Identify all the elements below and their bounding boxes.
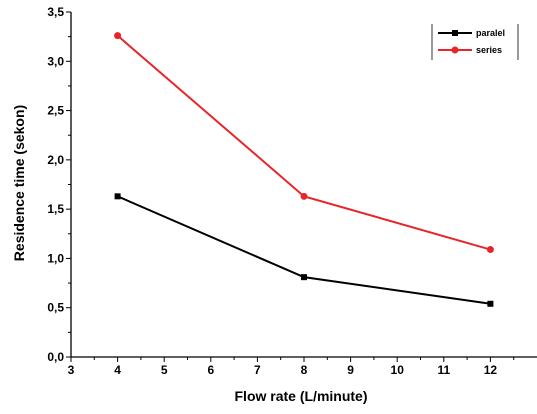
data-point-paralel	[487, 300, 494, 307]
data-point-series	[300, 192, 308, 200]
data-point-series	[114, 32, 122, 40]
data-point-series	[486, 246, 494, 254]
x-tick-label: 9	[347, 363, 354, 377]
y-tick-label: 0,0	[47, 350, 64, 364]
data-point-paralel	[301, 274, 307, 281]
y-tick-label: 3,0	[47, 54, 64, 68]
y-tick-label: 2,5	[47, 104, 64, 118]
y-tick-label: 0,5	[47, 301, 64, 315]
x-tick-label: 8	[301, 363, 308, 377]
legend-label-series: series	[476, 45, 502, 55]
x-axis-title: Flow rate (L/minute)	[235, 388, 368, 404]
series-line-paralel	[117, 195, 491, 305]
y-tick-label: 1,0	[47, 251, 64, 265]
legend: paralel series	[431, 24, 519, 60]
y-axis-title: Residence time (sekon)	[11, 105, 27, 261]
tick-marks: 3 4 5 6 7 8 9 10 11 12 0,0 0,5 1,0 1,5 2,0 2,5 3,0 3,5	[47, 5, 515, 377]
x-tick-label: 3	[68, 363, 75, 377]
data-point-paralel	[114, 193, 121, 200]
y-tick-label: 2,0	[47, 153, 64, 167]
x-tick-label: 4	[114, 363, 121, 377]
y-tick-label: 1,5	[47, 202, 64, 216]
series-line-series	[116, 34, 491, 251]
x-tick-label: 10	[391, 363, 405, 377]
legend-marker-paralel	[452, 30, 458, 36]
x-tick-label: 7	[254, 363, 261, 377]
x-tick-label: 5	[161, 363, 168, 377]
y-tick-label: 3,5	[47, 5, 64, 19]
series-lines	[114, 32, 494, 307]
x-tick-label: 11	[437, 363, 450, 377]
legend-marker-series	[451, 46, 459, 54]
x-tick-label: 12	[484, 363, 498, 377]
x-tick-label: 6	[207, 363, 214, 377]
legend-label-paralel: paralel	[476, 28, 505, 38]
axes	[70, 12, 537, 358]
